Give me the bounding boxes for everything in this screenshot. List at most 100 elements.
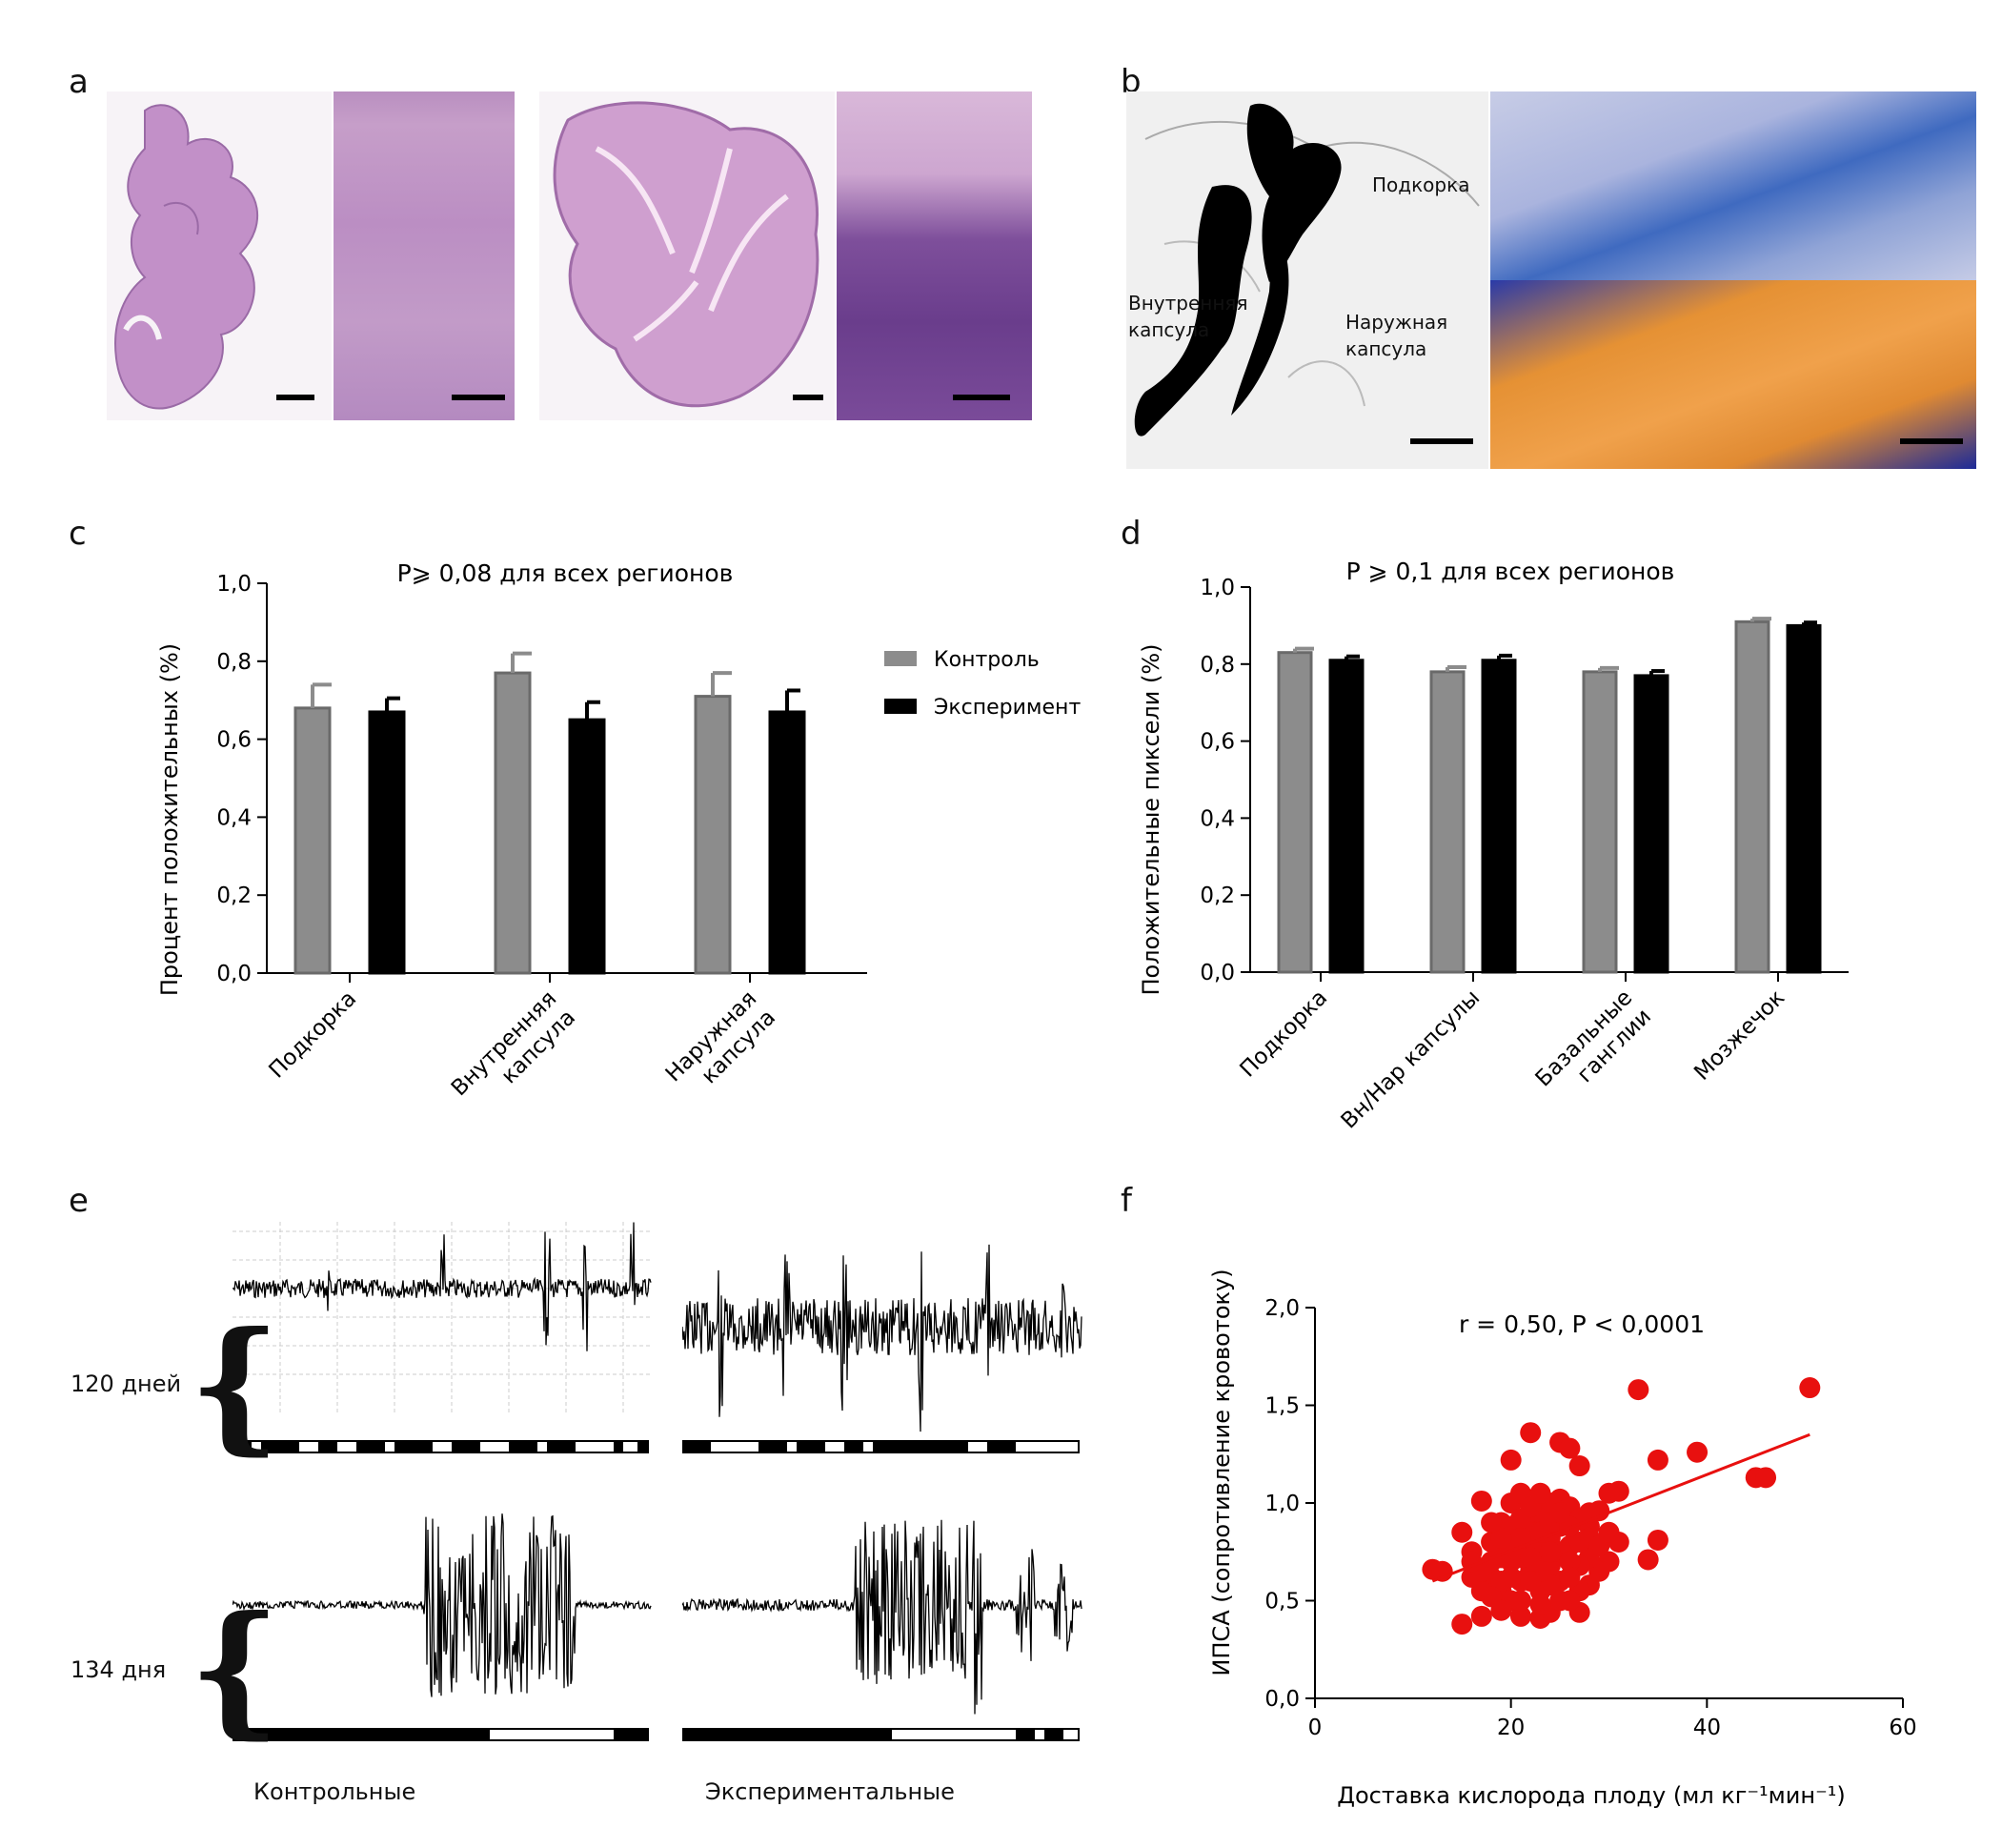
chart-c-legend: Контроль Эксперимент — [884, 648, 1081, 720]
sleep-state-segment — [547, 1441, 576, 1452]
sleep-state-segment — [797, 1441, 825, 1452]
scatter-point — [1470, 1605, 1492, 1627]
scatter-point — [1470, 1490, 1492, 1512]
scatter-point — [1647, 1529, 1668, 1551]
brace-row-120: { — [189, 1301, 281, 1469]
x-tick-label: 40 — [1693, 1716, 1721, 1740]
y-tick-label: 0,2 — [216, 883, 252, 908]
bar — [1734, 619, 1770, 974]
eeg-trace-experiment-120 — [682, 1244, 1082, 1453]
scale-bar — [1410, 438, 1473, 444]
bar — [293, 706, 332, 975]
sleep-state-segment — [509, 1441, 537, 1452]
scatter-point — [1490, 1527, 1512, 1549]
x-tick-label-line: Подкорка — [1236, 985, 1333, 1083]
regression-line — [1431, 1432, 1810, 1583]
sleep-state-segment — [758, 1441, 787, 1452]
scatter-point — [1529, 1482, 1551, 1504]
bar — [494, 671, 532, 975]
scatter-point — [1520, 1571, 1542, 1592]
y-tick-label: 1,0 — [216, 572, 252, 597]
scatter-point — [1549, 1502, 1571, 1524]
bar — [694, 695, 732, 975]
y-tick-label: 1,0 — [1264, 1492, 1300, 1516]
x-tick-label: Мозжечок — [1689, 985, 1790, 1086]
x-tick-label: 60 — [1889, 1716, 1916, 1740]
eeg-trace-control-120 — [233, 1222, 652, 1453]
chart-f-title: r = 0,50, P < 0,0001 — [1459, 1310, 1705, 1338]
scatter-point — [1481, 1586, 1503, 1608]
y-tick-label: 0,2 — [1200, 883, 1235, 908]
bar — [1328, 659, 1365, 974]
scale-bar — [1900, 438, 1963, 444]
bar — [568, 718, 606, 975]
scale-bar — [953, 395, 1010, 400]
scatter-point — [1500, 1449, 1522, 1471]
label-internal-capsule: Внутренняя капсула — [1128, 292, 1248, 341]
chart-f: r = 0,50, P < 0,0001 ИПСА (сопротивление… — [1208, 1269, 1917, 1809]
sleep-state-segment — [356, 1441, 385, 1452]
panel-label-e: e — [69, 1182, 89, 1220]
y-tick-label: 2,0 — [1264, 1296, 1300, 1321]
scatter-point — [1598, 1482, 1620, 1504]
y-tick-label: 1,5 — [1264, 1394, 1300, 1419]
panel-label-a: a — [69, 63, 89, 101]
chart-c: P⩾ 0,08 для всех регионов Процент положи… — [156, 559, 1081, 1106]
sleep-state-segment — [394, 1441, 433, 1452]
eeg-signal — [233, 1222, 652, 1351]
sleep-state-segment — [844, 1441, 863, 1452]
y-tick-label: 0,6 — [216, 728, 252, 753]
x-tick-label: Базальныеганглии — [1531, 985, 1656, 1110]
scale-bar — [452, 395, 505, 400]
eeg-signal — [682, 1244, 1082, 1432]
sleep-state-segment — [987, 1441, 1016, 1452]
column-label-control: Контрольные — [253, 1778, 416, 1805]
column-label-experiment: Экспериментальные — [705, 1778, 955, 1805]
eeg-signal — [233, 1513, 652, 1697]
eeg-grid-control-120 — [233, 1222, 652, 1412]
legend-swatch-control — [884, 651, 917, 666]
legend-label-experiment: Эксперимент — [934, 696, 1081, 720]
scatter-point — [1568, 1455, 1590, 1477]
scatter-point — [1481, 1512, 1503, 1533]
scatter-point — [1799, 1377, 1821, 1399]
y-tick-label: 0,0 — [216, 962, 252, 986]
x-tick-label: Вн/Нар капсулы — [1337, 985, 1486, 1134]
bar — [1429, 670, 1466, 974]
x-tick-label-line: Подкорка — [265, 986, 362, 1084]
y-tick-label: 0,8 — [1200, 653, 1235, 678]
label-subcortex: Подкорка — [1372, 173, 1470, 196]
y-tick-label: 0,8 — [216, 650, 252, 675]
bar — [1633, 674, 1669, 974]
eeg-trace-control-134 — [233, 1513, 652, 1741]
y-tick-label: 0,4 — [216, 805, 252, 830]
label-external-capsule: Наружная капсула — [1345, 311, 1448, 360]
chart-d-title: P ⩾ 0,1 для всех регионов — [1346, 558, 1675, 585]
panel-label-c: c — [69, 515, 87, 553]
sleep-state-segment — [1016, 1729, 1035, 1740]
scale-bar — [276, 395, 314, 400]
sleep-state-segment — [614, 1729, 648, 1740]
y-tick-label: 1,0 — [1200, 576, 1235, 600]
sleep-state-segment — [233, 1441, 252, 1452]
sleep-state-segment — [873, 1441, 968, 1452]
eeg-trace-experiment-134 — [682, 1519, 1082, 1741]
scatter-point — [1755, 1467, 1777, 1489]
chart-f-ylabel: ИПСА (сопротивление кровотоку) — [1208, 1269, 1235, 1675]
bar — [768, 710, 806, 975]
sleep-state-segment — [682, 1729, 892, 1740]
x-tick-label: Наружнаякапсула — [661, 986, 780, 1106]
x-tick-label: Подкорка — [265, 986, 362, 1084]
scatter-point — [1509, 1590, 1531, 1612]
scatter-point — [1647, 1449, 1668, 1471]
chart-f-xlabel: Доставка кислорода плоду (мл кг⁻¹мин⁻¹) — [1337, 1782, 1845, 1809]
scatter-point — [1637, 1549, 1659, 1571]
x-tick-label: 0 — [1308, 1716, 1323, 1740]
row-label-134-days: 134 дня — [71, 1656, 167, 1683]
scatter-point — [1598, 1521, 1620, 1543]
scatter-point — [1628, 1379, 1649, 1401]
legend-swatch-experiment — [884, 699, 917, 714]
panel-label-f: f — [1121, 1182, 1132, 1220]
bar — [1582, 670, 1618, 974]
sleep-state-segment — [682, 1441, 711, 1452]
